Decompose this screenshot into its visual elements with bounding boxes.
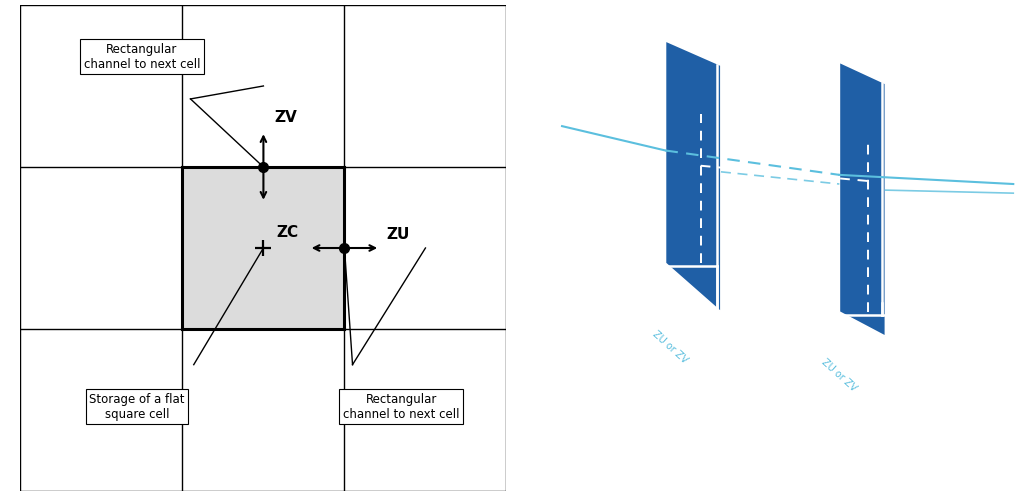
Text: Rectangular
channel to next cell: Rectangular channel to next cell <box>343 393 460 421</box>
Text: Storage of a flat
square cell: Storage of a flat square cell <box>89 393 185 421</box>
Text: ZU or ZV: ZU or ZV <box>820 357 858 393</box>
Text: ZU or ZV: ZU or ZV <box>651 329 690 366</box>
Text: ZC: ZC <box>614 235 632 248</box>
Text: ZC: ZC <box>277 225 299 240</box>
Text: Rectangular
channel to next cell: Rectangular channel to next cell <box>84 43 200 71</box>
Text: ZU: ZU <box>386 227 410 242</box>
Text: ZC: ZC <box>943 284 962 297</box>
Polygon shape <box>665 41 721 312</box>
Bar <box>183 167 344 329</box>
Polygon shape <box>840 62 885 336</box>
Text: ZC: ZC <box>779 284 796 297</box>
Text: ZV: ZV <box>275 110 298 125</box>
